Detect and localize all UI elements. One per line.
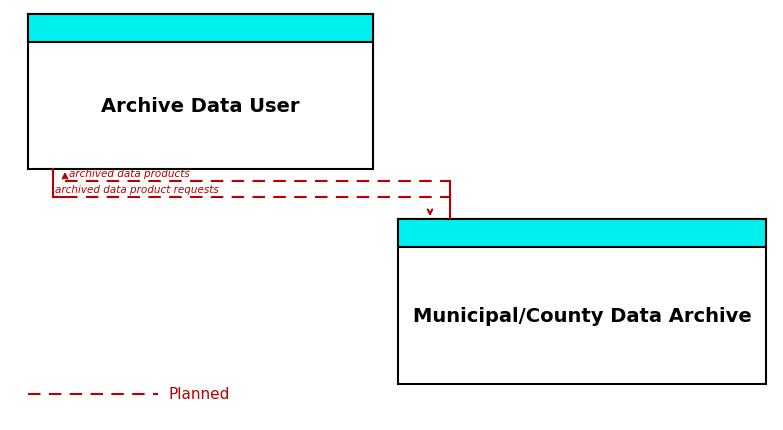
Text: archived data products: archived data products (69, 169, 189, 178)
Text: Municipal/County Data Archive: Municipal/County Data Archive (413, 306, 752, 325)
Bar (28, 15, 373, 169)
Text: Planned: Planned (168, 387, 229, 402)
Bar (28, 15, 373, 43)
Bar (398, 219, 766, 247)
Text: Archive Data User: Archive Data User (101, 97, 300, 116)
Bar (398, 219, 766, 384)
Text: archived data product requests: archived data product requests (55, 184, 218, 194)
